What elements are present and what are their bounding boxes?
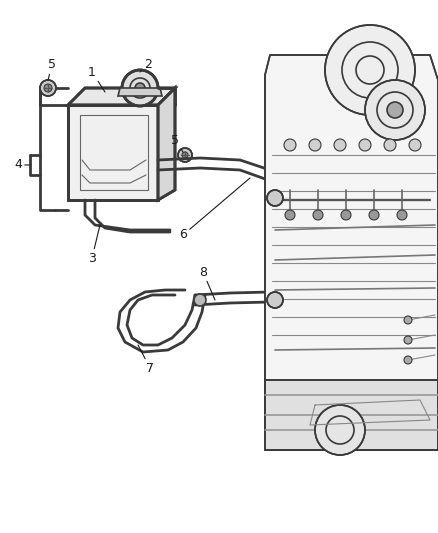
Text: 7: 7 [138,345,154,375]
Circle shape [44,84,52,92]
Circle shape [404,316,412,324]
Circle shape [404,336,412,344]
Polygon shape [265,55,438,450]
Circle shape [267,292,283,308]
Circle shape [122,70,158,106]
Circle shape [404,356,412,364]
Circle shape [315,405,365,455]
Text: 1: 1 [88,66,105,92]
Circle shape [387,102,403,118]
Polygon shape [265,380,438,450]
Text: 5: 5 [48,59,56,80]
Circle shape [313,210,323,220]
Circle shape [287,187,303,203]
Circle shape [365,80,425,140]
Circle shape [194,294,206,306]
Polygon shape [68,88,175,105]
Text: 3: 3 [88,225,100,264]
Text: 2: 2 [140,59,152,72]
Circle shape [267,190,283,206]
Circle shape [334,139,346,151]
Polygon shape [158,88,175,200]
Polygon shape [118,88,162,96]
Text: 4: 4 [14,158,30,172]
Circle shape [384,139,396,151]
Circle shape [369,210,379,220]
Text: 6: 6 [179,178,250,241]
Circle shape [325,25,415,115]
Circle shape [284,139,296,151]
Circle shape [135,83,145,93]
Polygon shape [68,105,158,200]
Text: 5: 5 [171,133,183,152]
Circle shape [182,152,188,158]
Circle shape [359,139,371,151]
Circle shape [409,139,421,151]
Text: 8: 8 [199,265,215,300]
Circle shape [40,80,56,96]
Circle shape [309,139,321,151]
Circle shape [285,210,295,220]
Circle shape [341,210,351,220]
Circle shape [397,210,407,220]
Circle shape [178,148,192,162]
